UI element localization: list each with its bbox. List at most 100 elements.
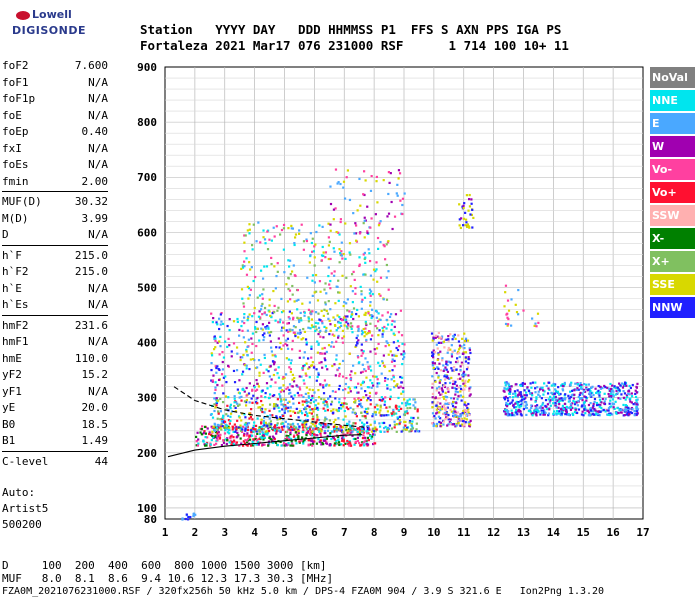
echo-point [238, 444, 241, 447]
echo-point [342, 440, 346, 443]
echo-point [292, 426, 295, 429]
echo-point [330, 400, 334, 403]
param-name: yF2 [2, 368, 22, 381]
echo-point [446, 370, 450, 373]
param-row: h`Es N/A [2, 297, 108, 314]
echo-point [278, 410, 281, 413]
echo-point [282, 384, 285, 387]
echo-point [572, 413, 575, 416]
echo-point [549, 395, 552, 398]
param-name: foF1p [2, 92, 36, 105]
echo-point [264, 425, 268, 428]
echo-point [341, 329, 345, 332]
echo-point [635, 406, 639, 409]
echo-point [582, 390, 586, 393]
echo-point [529, 410, 532, 413]
echo-point [605, 409, 608, 412]
echo-point [507, 309, 511, 312]
echo-point [253, 312, 256, 315]
echo-point [234, 410, 237, 413]
echo-point [289, 409, 292, 413]
echo-point [286, 337, 290, 340]
echo-point [273, 361, 276, 364]
echo-point [371, 442, 375, 446]
echo-point [303, 422, 306, 425]
echo-point [230, 443, 233, 446]
autoscaling-info: Auto: Artist5 500200 [2, 485, 48, 533]
echo-point [636, 408, 640, 411]
echo-point [438, 411, 441, 414]
echo-point [399, 309, 403, 312]
echo-point [291, 348, 294, 351]
echo-point [224, 340, 227, 343]
param-row: hmE 110.0 [2, 351, 108, 368]
echo-point [438, 407, 441, 410]
echo-point [245, 434, 248, 437]
echo-point [218, 368, 221, 372]
echo-point [243, 413, 246, 416]
param-value: N/A [88, 281, 108, 295]
echo-point [311, 444, 314, 447]
echo-point [286, 386, 289, 389]
echo-point [610, 405, 613, 408]
echo-point [325, 309, 328, 313]
echo-point [264, 242, 267, 245]
echo-point [298, 440, 301, 443]
echo-point [333, 250, 336, 253]
echo-point [285, 357, 288, 360]
echo-point [447, 349, 450, 352]
echo-point [286, 322, 289, 325]
echo-point [343, 397, 346, 400]
echo-point [341, 426, 344, 429]
echo-point [541, 406, 544, 409]
echo-point [365, 376, 368, 379]
echo-point [311, 394, 314, 398]
echo-point [361, 442, 364, 445]
echo-point [516, 413, 519, 416]
echo-point [363, 368, 366, 371]
echo-point [410, 424, 413, 427]
echo-point [262, 416, 266, 419]
echo-point [552, 402, 555, 405]
echo-point [362, 428, 365, 431]
echo-point [225, 442, 228, 446]
echo-point [244, 416, 247, 419]
echo-point [323, 438, 326, 441]
echo-point [528, 392, 532, 395]
echo-point [250, 408, 253, 411]
echo-point [558, 410, 561, 413]
echo-point [217, 412, 220, 415]
echo-point [389, 395, 392, 398]
echo-point [338, 315, 341, 319]
echo-point [278, 321, 281, 324]
echo-point [534, 322, 537, 325]
echo-point [370, 437, 373, 440]
echo-point [363, 415, 366, 418]
echo-point [301, 400, 304, 403]
echo-point [332, 247, 335, 250]
echo-point [553, 392, 557, 395]
echo-point [410, 422, 413, 426]
echo-point [396, 339, 400, 343]
echo-point [439, 350, 442, 353]
echo-point [274, 441, 278, 444]
echo-point [301, 403, 304, 406]
echo-point [352, 212, 355, 215]
echo-point [330, 437, 333, 441]
echo-point [504, 395, 508, 398]
x-tick-label: 12 [487, 526, 500, 539]
echo-point [559, 412, 562, 415]
echo-point [467, 225, 470, 228]
echo-point [581, 397, 584, 400]
echo-point [323, 308, 326, 311]
echo-point [290, 385, 293, 388]
echo-point [368, 288, 372, 291]
echo-point [253, 306, 256, 310]
echo-point [279, 233, 282, 236]
echo-point [458, 346, 462, 349]
echo-point [385, 340, 388, 343]
echo-point [514, 392, 517, 395]
echo-point [548, 381, 551, 384]
echo-point [377, 224, 381, 227]
echo-point [250, 434, 254, 437]
